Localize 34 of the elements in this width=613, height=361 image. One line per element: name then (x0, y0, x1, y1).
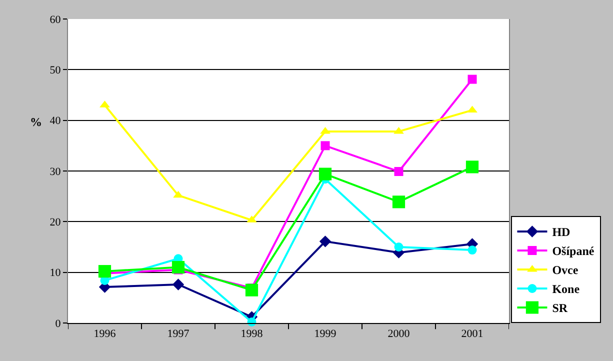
y-axis-title: % (30, 115, 42, 129)
x-tick-label: 1996 (94, 328, 116, 340)
point (394, 242, 404, 252)
legend-label: Kone (552, 282, 580, 296)
y-tick-label: 10 (50, 267, 62, 280)
point (320, 126, 330, 134)
point (468, 246, 477, 255)
x-tick-label: 1999 (314, 328, 337, 340)
y-tick-label: 30 (50, 166, 62, 178)
y-tick-label: 0 (55, 318, 62, 330)
y-tick-label: 50 (50, 64, 62, 77)
point (320, 141, 330, 150)
point (173, 190, 184, 198)
legend-label: SR (552, 301, 568, 316)
x-tick-label: 1998 (240, 328, 264, 340)
point (245, 284, 258, 296)
y-tick-label: 60 (50, 14, 62, 26)
point (468, 74, 477, 84)
x-tick-label: 2001 (461, 328, 484, 340)
x-tick-label: 1997 (167, 328, 190, 340)
point (394, 126, 404, 134)
point (98, 265, 112, 278)
point (394, 167, 404, 176)
point (466, 160, 479, 174)
y-tick-label: 20 (50, 216, 62, 229)
point (318, 168, 332, 180)
point (319, 236, 332, 248)
point (172, 278, 184, 290)
legend-label: HD (552, 225, 571, 240)
point (392, 196, 406, 208)
legend-label: Ovce (552, 263, 579, 278)
x-tick-label: 2000 (388, 328, 410, 340)
y-tick-label: 40 (50, 115, 62, 128)
legend-label: Ošípané (552, 244, 595, 258)
